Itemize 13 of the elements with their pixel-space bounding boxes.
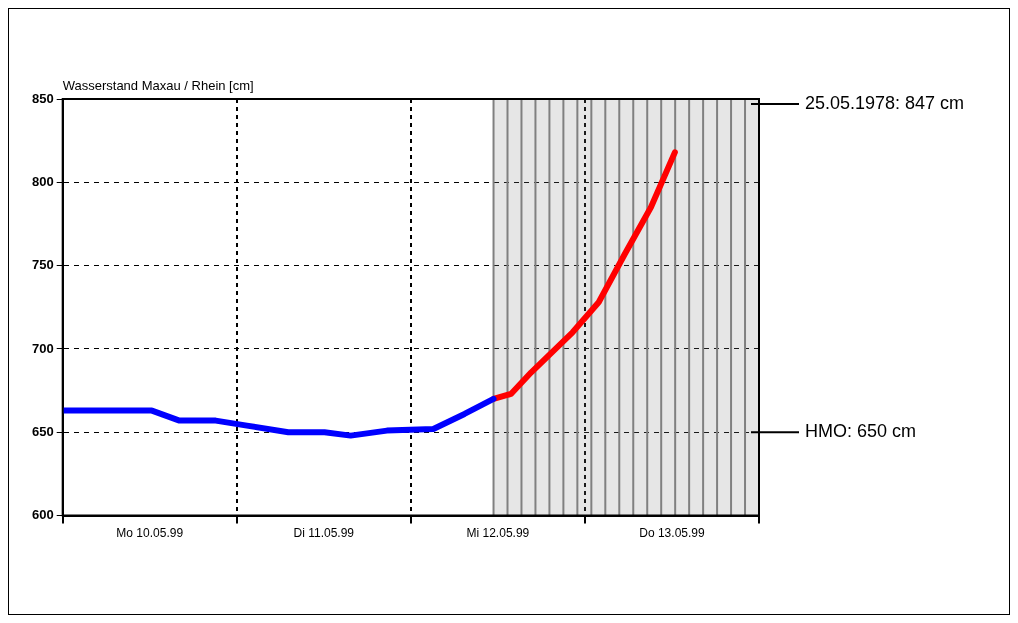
y-tick-label: 650 (31, 423, 54, 439)
x-tick-label: Mo 10.05.99 (116, 526, 184, 541)
y-tick-label: 850 (31, 90, 54, 106)
x-tick-label: Do 13.05.99 (639, 526, 705, 541)
y-tick-label: 800 (31, 173, 54, 189)
x-tick-label: Di 11.05.99 (293, 526, 355, 541)
y-tick-label: 750 (31, 257, 54, 273)
y-tick-label: 600 (31, 507, 54, 523)
y-tick-label: 700 (31, 340, 54, 356)
x-tick-label: Mi 12.05.99 (466, 526, 530, 541)
y-axis-title: Wasserstand Maxau / Rhein [cm] (62, 78, 254, 94)
ref-line-label: HMO: 650 cm (805, 421, 917, 442)
ref-line-label: 25.05.1978: 847 cm (805, 92, 965, 113)
